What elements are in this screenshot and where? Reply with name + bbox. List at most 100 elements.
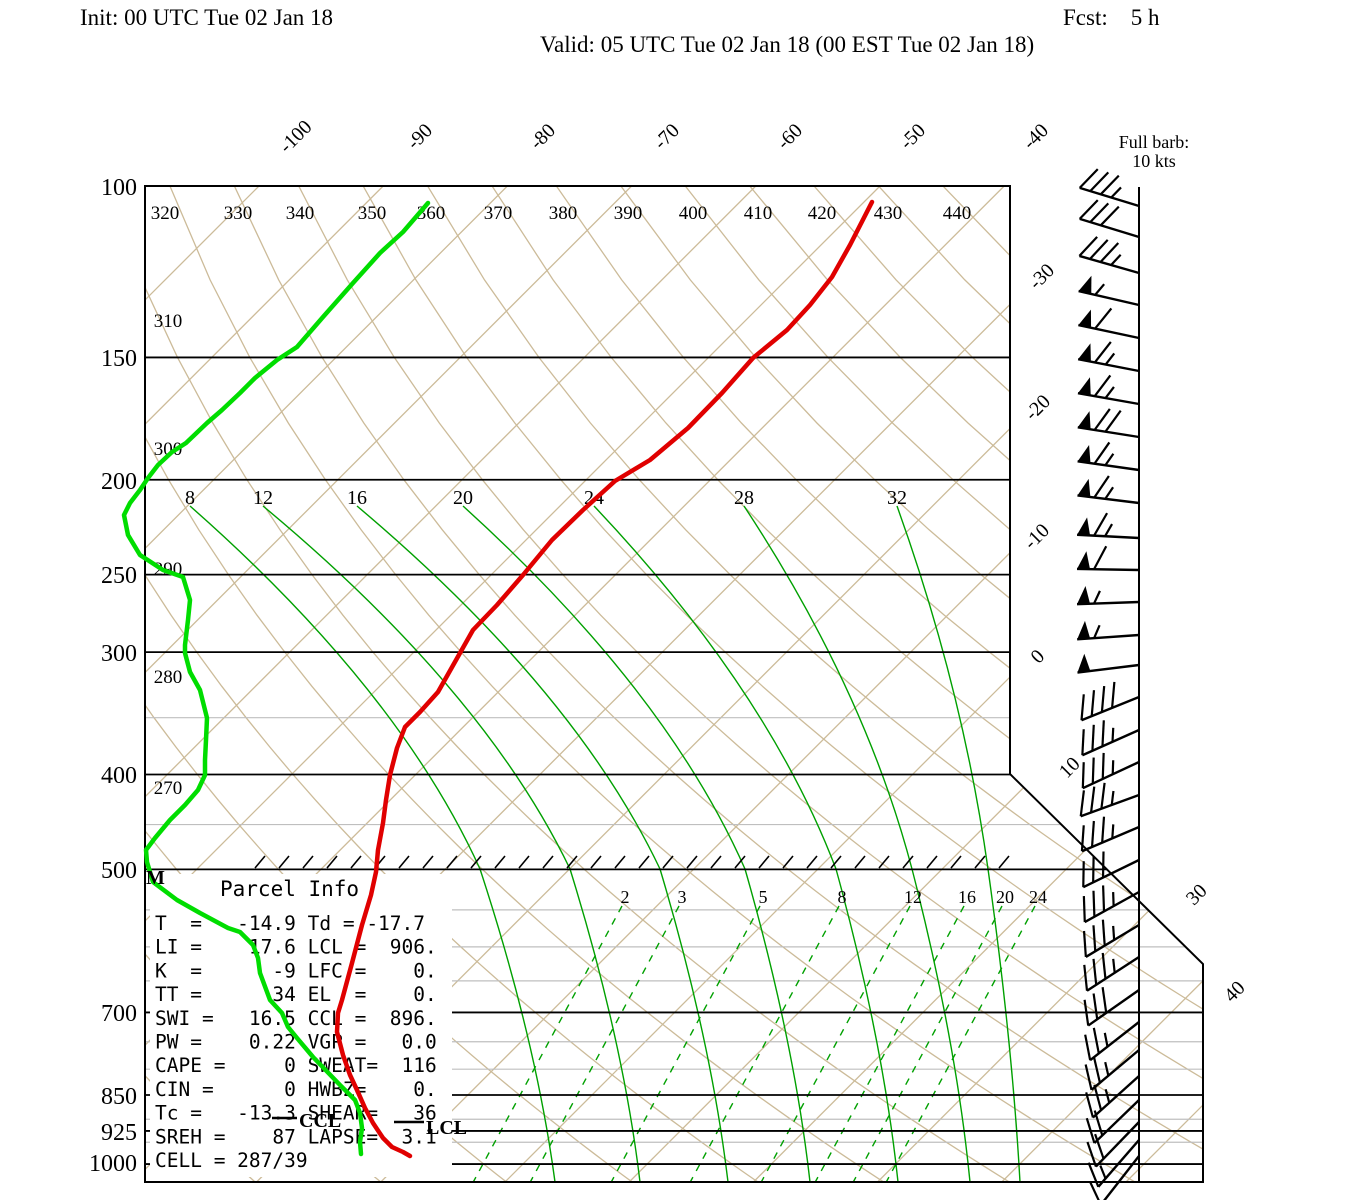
hatch-tick <box>638 855 650 869</box>
pressure-axis-label: 250 <box>101 563 137 589</box>
mixing-ratio-label: 24 <box>1029 887 1047 907</box>
isotherm-line <box>752 186 1203 1182</box>
hatch-tick <box>926 855 938 869</box>
mixing-ratio-label: 12 <box>904 887 922 907</box>
moist-adiabat-label: 12 <box>253 487 273 509</box>
hatch-tick <box>518 855 530 869</box>
dry-adiabat-line <box>619 186 1203 1182</box>
max-wind-marker: M <box>146 867 165 889</box>
moist-adiabat-label: 32 <box>887 487 907 509</box>
parcel-info-row: CIN = 0 HWBZ= 0. <box>155 1078 437 1101</box>
wind-barb <box>1088 1155 1140 1200</box>
dry-adiabat-label: 320 <box>151 203 180 224</box>
forecast-hour-label: Fcst: 5 h <box>1063 5 1160 30</box>
wind-barb <box>1080 816 1140 853</box>
sounding-curves <box>121 199 875 1159</box>
wind-barb-legend: Full barb: 10 kts <box>1119 132 1190 171</box>
parcel-info-row: SREH = 87 LAPSE= 3.1 <box>155 1125 437 1148</box>
isotherm-label: -50 <box>896 120 930 154</box>
hatch-tick <box>662 855 674 869</box>
parcel-info-row: K = -9 LFC = 0. <box>155 959 437 982</box>
dry-adiabat-label: 430 <box>874 203 903 224</box>
pressure-axis-label: 100 <box>101 175 137 201</box>
wind-barb <box>1082 919 1140 958</box>
dry-adiabat-line <box>426 186 1203 1182</box>
parcel-info-row: SWI = 16.5 CCL = 896. <box>155 1007 437 1030</box>
wind-barb <box>1078 199 1140 239</box>
mixing-ratio-label: 5 <box>759 887 768 907</box>
wind-barb <box>1078 307 1140 340</box>
hatch-tick <box>710 855 722 869</box>
wind-barb <box>1083 987 1140 1027</box>
dry-adiabat-line <box>748 186 1203 1182</box>
hatch-tick <box>566 855 578 869</box>
moist-adiabat-line <box>896 505 1021 1182</box>
hatch-tick <box>902 855 914 869</box>
wind-barb <box>1079 782 1140 818</box>
plot-border <box>144 185 1204 1183</box>
moist-adiabat-label: 8 <box>185 487 195 509</box>
mixing-ratio-label: 20 <box>996 887 1014 907</box>
pressure-axis-label: 150 <box>101 346 137 372</box>
isotherm-label: -30 <box>1025 260 1059 294</box>
temperature-curve <box>334 199 875 1159</box>
hatch-tick <box>470 855 482 869</box>
mixing-ratio-line <box>529 905 680 1182</box>
wind-barb <box>1085 1099 1140 1144</box>
mixing-ratio-label: 16 <box>958 887 976 907</box>
wind-barb-column <box>1076 168 1140 1200</box>
mixing-ratio-line <box>852 905 1003 1182</box>
isotherm-label: -100 <box>275 116 316 157</box>
dewpoint-curve <box>121 200 431 1157</box>
wind-barb <box>1077 620 1140 641</box>
isotherm-line <box>145 186 757 1182</box>
wind-barb <box>1076 545 1140 572</box>
hatch-tick <box>758 855 770 869</box>
wind-barb <box>1081 720 1140 757</box>
dry-adiabat-label: 400 <box>679 203 708 224</box>
isotherm-label: -80 <box>526 120 560 154</box>
dry-adiabat-line <box>168 186 1141 1182</box>
hatch-tick <box>446 855 458 869</box>
mixing-ratio-label: 8 <box>838 887 847 907</box>
hatch-tick <box>614 855 626 869</box>
wind-barb <box>1081 752 1140 790</box>
mixing-ratio-line <box>760 905 911 1182</box>
dry-adiabat-label: 270 <box>154 778 183 799</box>
wind-barb <box>1084 1021 1140 1062</box>
dry-adiabat-label: 300 <box>154 439 183 460</box>
barb-legend-line2: 10 kts <box>1132 151 1176 171</box>
dry-adiabat-line <box>555 186 1203 1182</box>
mixing-ratio-line <box>814 905 965 1182</box>
hatch-tick <box>590 855 602 869</box>
dry-adiabat-line <box>145 186 1015 1182</box>
parcel-info-row: PW = 0.22 VGP = 0.0 <box>155 1031 437 1054</box>
isotherm-line <box>1001 186 1203 1182</box>
mixing-ratio-label: 2 <box>621 887 630 907</box>
dry-adiabat-label: 410 <box>744 203 773 224</box>
wind-barb <box>1077 341 1140 373</box>
wind-barb <box>1082 885 1140 924</box>
isotherm-label: 40 <box>1220 977 1250 1007</box>
hatch-tick <box>734 855 746 869</box>
isotherm-label: -10 <box>1020 520 1054 554</box>
wind-barb <box>1078 168 1140 208</box>
isotherm-line <box>145 186 508 1182</box>
wind-barb <box>1084 1049 1140 1091</box>
pressure-axis-label: 850 <box>101 1084 137 1110</box>
isotherm-line <box>1250 186 1350 1182</box>
dry-adiabat-line <box>233 186 1203 1182</box>
isotherm-line <box>1125 186 1203 1182</box>
lcl-marker: LCL <box>426 1117 467 1139</box>
barb-legend-line1: Full barb: <box>1119 132 1190 152</box>
hatch-tick <box>686 855 698 869</box>
moist-adiabat-label: 20 <box>453 487 473 509</box>
isotherm-label: 30 <box>1182 880 1212 910</box>
wind-barb <box>1086 1121 1140 1168</box>
hatch-tick <box>542 855 554 869</box>
moist-adiabat-label: 28 <box>734 487 754 509</box>
dry-adiabat-line <box>941 186 1203 1182</box>
wind-barb <box>1076 586 1140 606</box>
